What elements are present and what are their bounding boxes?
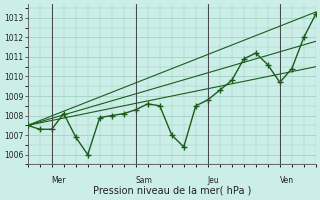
Text: Jeu: Jeu xyxy=(208,176,220,185)
Text: Sam: Sam xyxy=(136,176,153,185)
Text: Mer: Mer xyxy=(52,176,66,185)
X-axis label: Pression niveau de la mer( hPa ): Pression niveau de la mer( hPa ) xyxy=(92,186,251,196)
Text: Ven: Ven xyxy=(280,176,294,185)
